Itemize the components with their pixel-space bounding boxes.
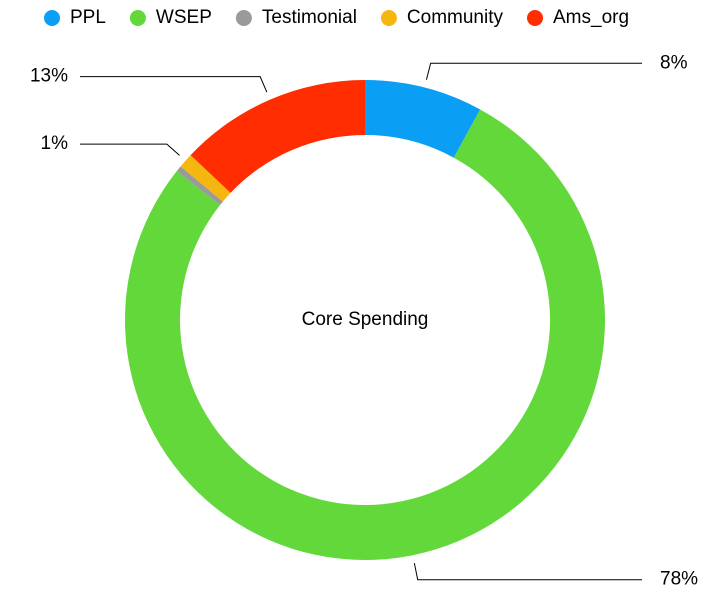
leader-line <box>425 62 642 80</box>
legend-label: Community <box>407 7 504 28</box>
leader-line <box>80 76 268 93</box>
donut-slice <box>365 80 481 158</box>
legend-label: Ams_org <box>553 7 629 28</box>
legend-label: Testimonial <box>262 7 357 28</box>
donut-slice <box>176 166 223 206</box>
leader-line <box>413 562 642 581</box>
leader-line <box>80 143 180 156</box>
legend-marker <box>44 10 60 26</box>
data-label: 78% <box>660 569 698 590</box>
data-label: 8% <box>660 52 688 73</box>
legend-marker <box>235 10 252 26</box>
legend-marker <box>129 10 146 26</box>
donut-slice <box>180 155 231 202</box>
donut-slice <box>190 80 365 193</box>
data-label: 1% <box>41 133 69 154</box>
data-label: 13% <box>30 66 68 87</box>
legend-marker <box>527 10 543 26</box>
chart-title: Core Spending <box>302 309 429 330</box>
legend-label: PPL <box>70 7 106 28</box>
legend-label: WSEP <box>156 7 212 28</box>
legend-marker <box>380 10 397 26</box>
